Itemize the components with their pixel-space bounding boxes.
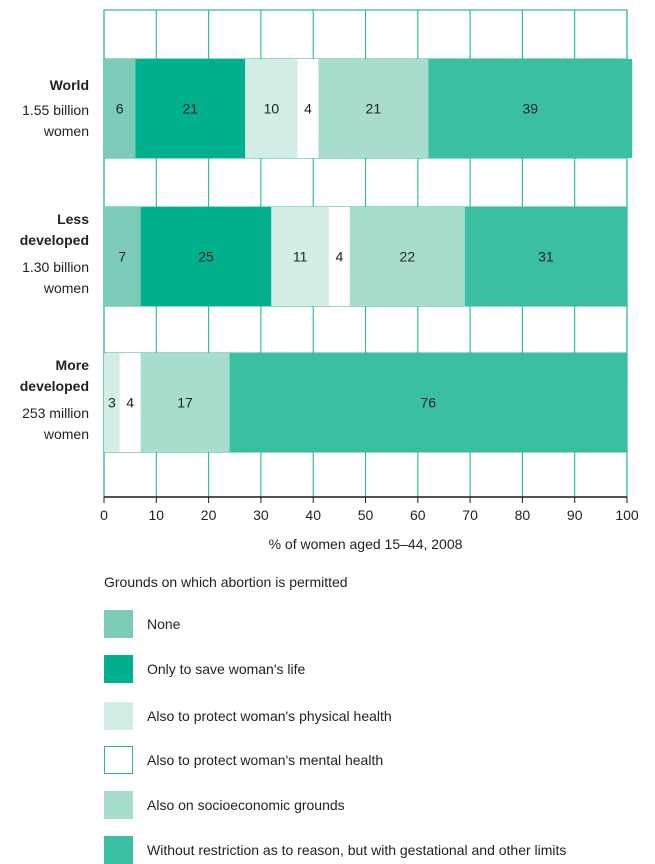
- x-tick-label: 80: [515, 507, 531, 523]
- category-label: Less: [57, 211, 89, 227]
- legend-label: Also to protect woman's mental health: [147, 752, 384, 768]
- data-label: 4: [304, 101, 312, 117]
- bar-segment: [428, 59, 633, 158]
- data-label: 25: [198, 249, 214, 265]
- data-label: 31: [538, 249, 554, 265]
- data-label: 17: [177, 395, 193, 411]
- x-axis-label: % of women aged 15–44, 2008: [268, 536, 463, 552]
- category-sublabel: 1.30 billion: [22, 259, 89, 275]
- x-tick-label: 90: [567, 507, 583, 523]
- x-tick-label: 20: [201, 507, 217, 523]
- legend-item: Also to protect woman's physical health: [104, 702, 392, 730]
- legend-label: Also to protect woman's physical health: [147, 708, 392, 724]
- data-label: 4: [335, 249, 343, 265]
- legend-label: Without restriction as to reason, but wi…: [147, 842, 567, 858]
- legend-item: Only to save woman's life: [104, 655, 305, 683]
- bar-segment: [271, 207, 329, 306]
- x-tick-label: 40: [305, 507, 321, 523]
- data-label: 3: [108, 395, 116, 411]
- category-sublabel: 253 million: [22, 405, 89, 421]
- bar-segment: [464, 207, 627, 306]
- legend-item: Without restriction as to reason, but wi…: [104, 836, 566, 864]
- category-sublabel: women: [43, 426, 89, 442]
- bar-segment: [104, 353, 120, 452]
- category-sublabel: women: [43, 280, 89, 296]
- category-label: developed: [20, 232, 89, 248]
- data-label: 6: [116, 101, 124, 117]
- data-label: 21: [366, 101, 382, 117]
- bar-segment: [229, 353, 627, 452]
- legend-swatch: [104, 791, 133, 819]
- x-tick-label: 100: [615, 507, 639, 523]
- bar-segment: [328, 207, 350, 306]
- category-label: More: [56, 357, 90, 373]
- x-tick-label: 30: [253, 507, 269, 523]
- legend-swatch: [104, 836, 133, 864]
- data-label: 76: [420, 395, 436, 411]
- bar-segment: [104, 59, 136, 158]
- legend-label: Also on socioeconomic grounds: [147, 797, 345, 813]
- bar-segment: [104, 207, 141, 306]
- category-label: developed: [20, 378, 89, 394]
- category-sublabel: 1.55 billion: [22, 102, 89, 118]
- x-tick-label: 50: [358, 507, 374, 523]
- legend-title: Grounds on which abortion is permitted: [104, 574, 348, 590]
- stacked-bar-chart: 6 21 10 4 21 397 25 11 4 22 313 4 17 760 10 20 30 40 50 60 7…: [20, 9, 639, 523]
- legend-label: None: [147, 616, 181, 632]
- legend-item: None: [104, 610, 180, 638]
- bar-segment: [318, 59, 429, 158]
- data-label: 10: [264, 101, 280, 117]
- bar-segment: [135, 59, 246, 158]
- x-tick-label: 70: [462, 507, 478, 523]
- bar-segment: [140, 207, 272, 306]
- bar-segment: [119, 353, 141, 452]
- legend-swatch: [104, 610, 133, 638]
- data-label: 39: [522, 101, 538, 117]
- legend-swatch: [104, 746, 133, 774]
- bar-segment: [297, 59, 319, 158]
- x-tick-label: 10: [149, 507, 165, 523]
- data-label: 22: [400, 249, 416, 265]
- legend-swatch: [104, 702, 133, 730]
- x-tick-label: 0: [100, 507, 108, 523]
- bar-segment: [140, 353, 230, 452]
- legend-item: Also on socioeconomic grounds: [104, 791, 345, 819]
- bar-segment: [349, 207, 465, 306]
- x-tick-label: 60: [410, 507, 426, 523]
- legend-label: Only to save woman's life: [147, 661, 306, 677]
- category-label: World: [50, 77, 89, 93]
- data-label: 21: [183, 101, 199, 117]
- legend-swatch: [104, 655, 133, 683]
- data-label: 11: [293, 249, 308, 265]
- data-label: 7: [118, 249, 126, 265]
- category-sublabel: women: [43, 123, 89, 139]
- legend-item: Also to protect woman's mental health: [104, 746, 383, 774]
- data-label: 4: [126, 395, 134, 411]
- bar-segment: [245, 59, 298, 158]
